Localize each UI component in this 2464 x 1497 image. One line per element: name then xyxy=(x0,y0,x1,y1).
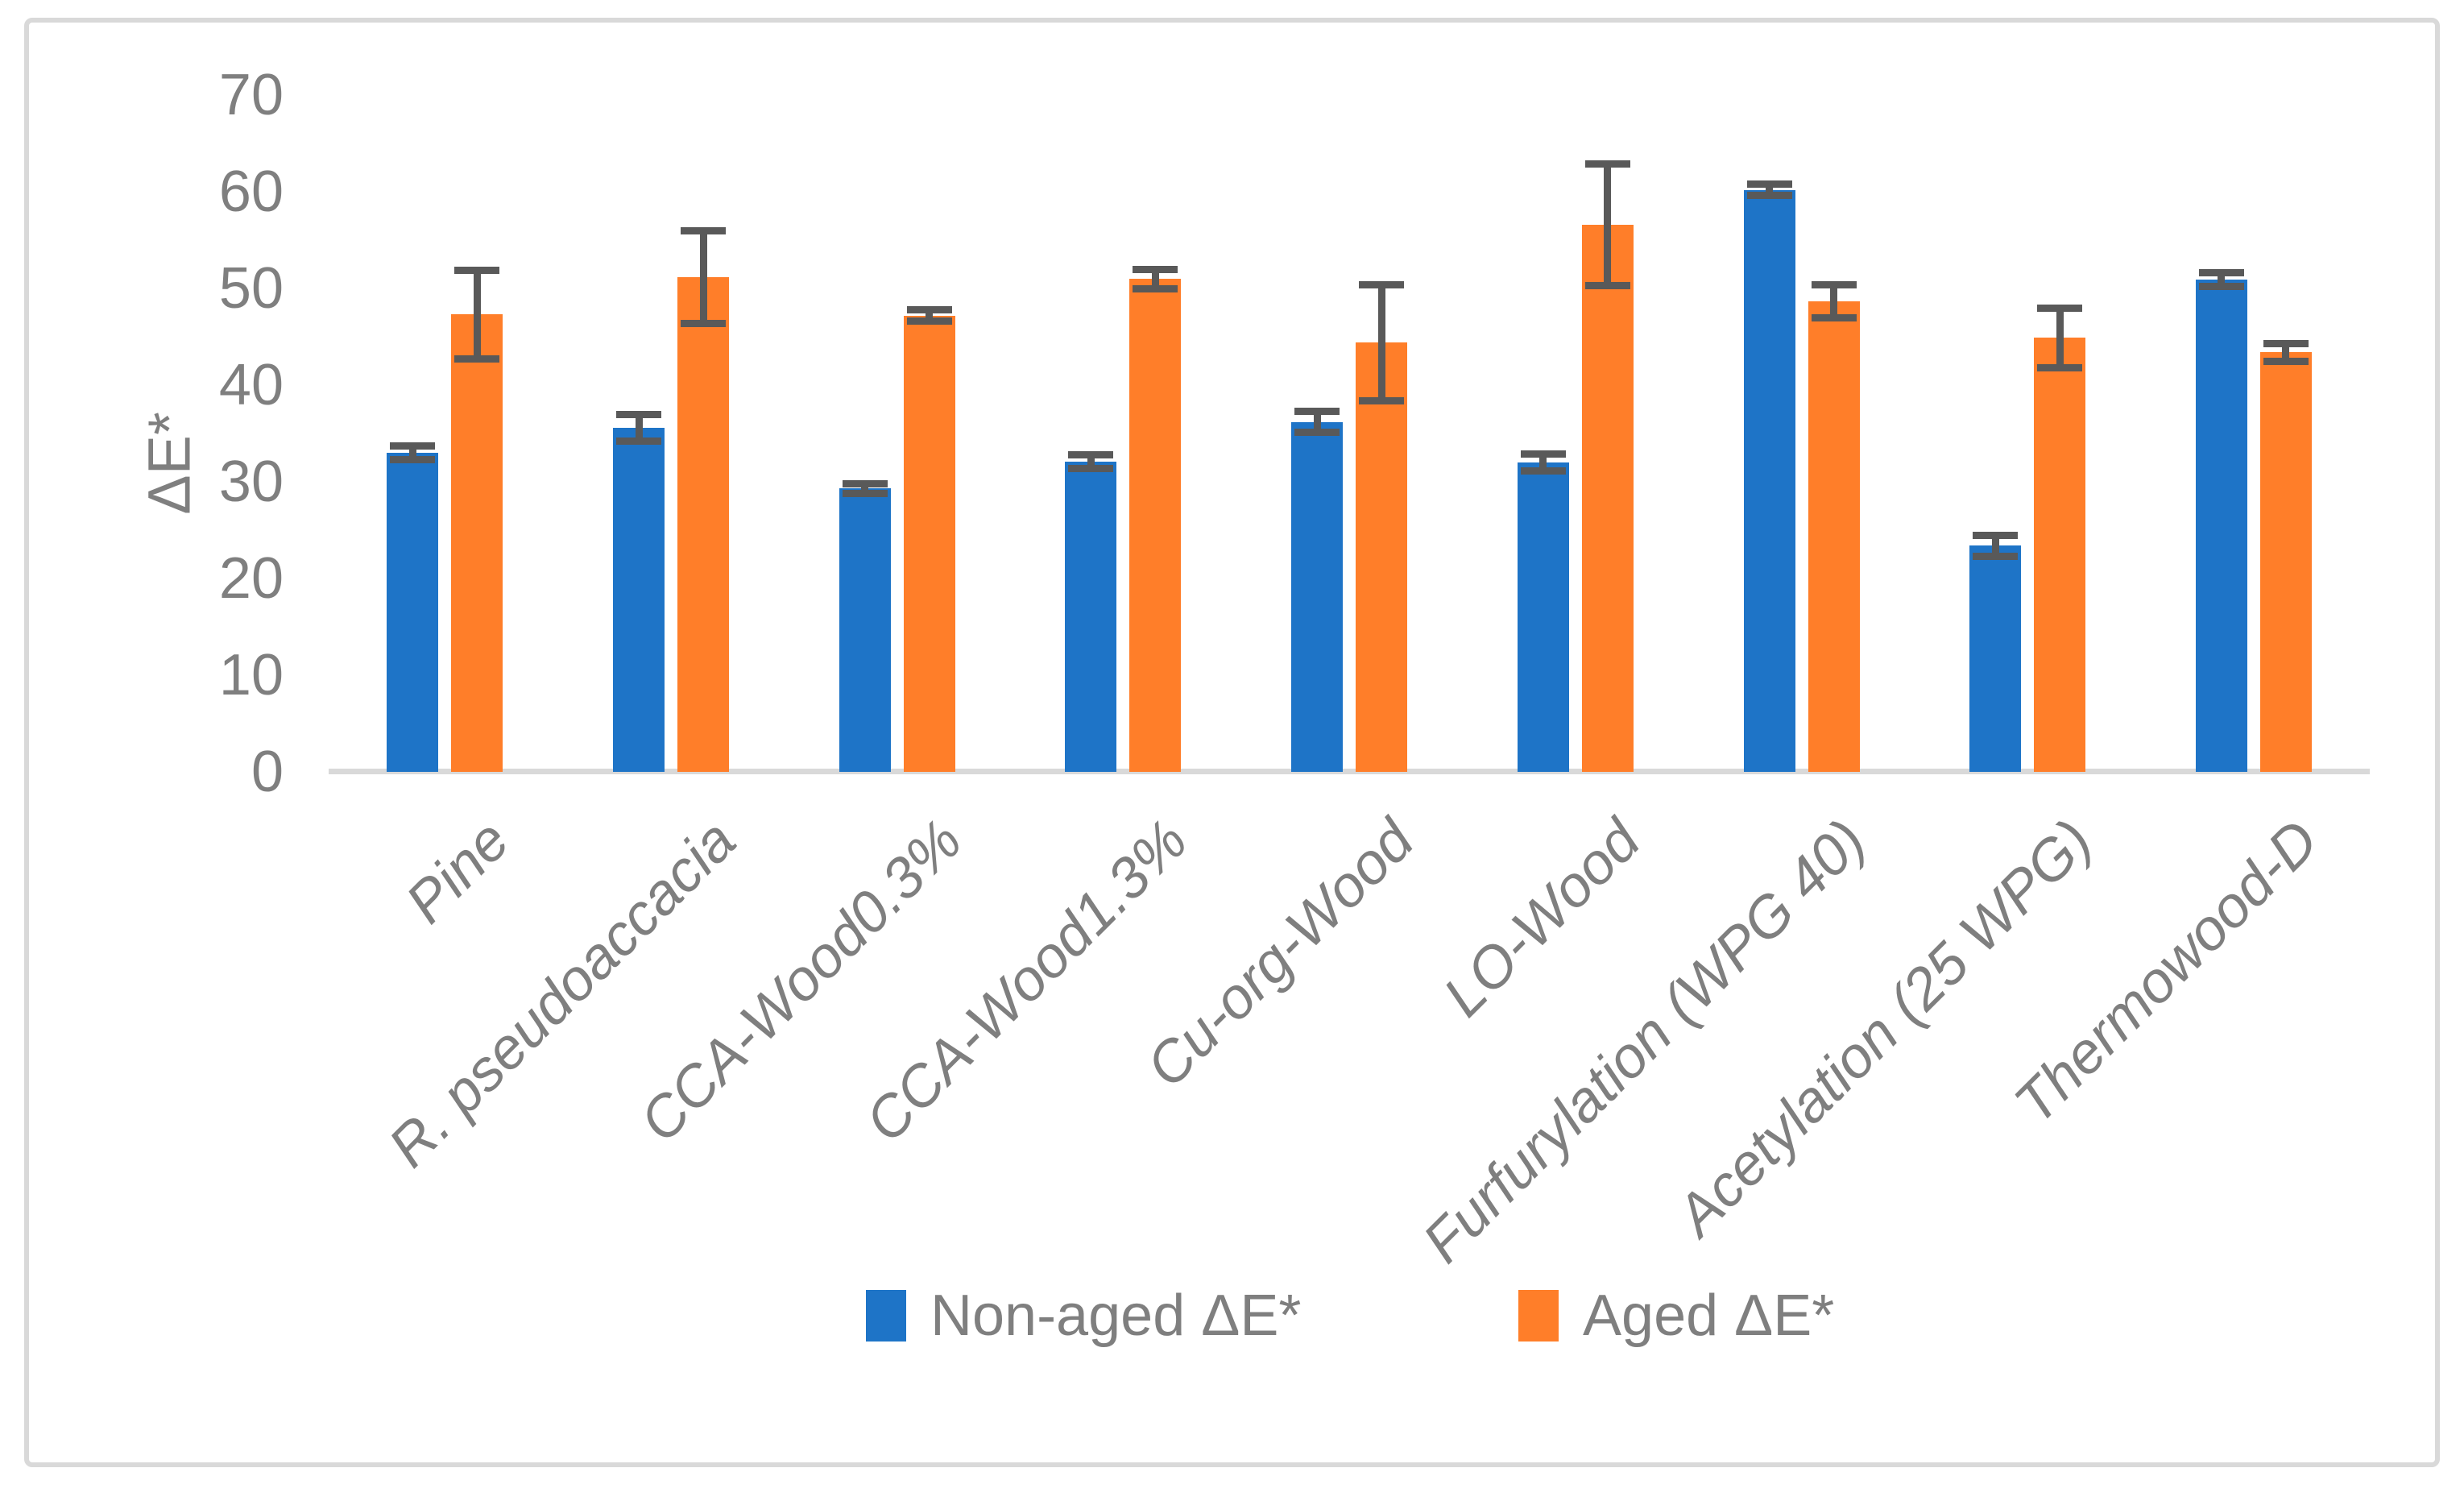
error-cap-bottom-0-8 xyxy=(2198,283,2244,291)
error-line-1-2 xyxy=(926,309,934,321)
legend-label-aged: Aged ΔE* xyxy=(1583,1283,1835,1348)
error-cap-bottom-0-6 xyxy=(1746,192,1792,200)
error-line-1-4 xyxy=(1377,284,1385,401)
error-cap-top-0-8 xyxy=(2198,269,2244,277)
error-cap-bottom-1-8 xyxy=(2263,357,2309,365)
error-cap-bottom-0-0 xyxy=(390,455,436,463)
error-line-1-3 xyxy=(1151,269,1159,288)
error-cap-top-1-8 xyxy=(2263,339,2309,347)
bar-aged-1 xyxy=(677,276,730,772)
error-cap-top-1-6 xyxy=(1811,280,1857,288)
y-tick-label-0: 0 xyxy=(251,740,284,804)
error-cap-bottom-1-7 xyxy=(2037,363,2083,371)
error-cap-top-0-4 xyxy=(1294,407,1340,415)
error-cap-bottom-0-3 xyxy=(1068,464,1114,472)
error-line-0-1 xyxy=(635,414,643,442)
error-line-1-6 xyxy=(1830,284,1838,317)
legend-swatch-aged xyxy=(1518,1290,1559,1341)
error-line-0-3 xyxy=(1087,454,1095,469)
error-cap-bottom-1-3 xyxy=(1133,284,1178,292)
bar-aged-4 xyxy=(1356,342,1408,772)
bar-non-aged-0 xyxy=(387,453,439,772)
error-cap-bottom-0-4 xyxy=(1294,429,1340,437)
bar-aged-3 xyxy=(1129,279,1182,772)
error-line-0-2 xyxy=(861,483,869,494)
bar-non-aged-2 xyxy=(839,488,891,772)
error-cap-top-0-7 xyxy=(1973,531,2019,539)
bar-non-aged-4 xyxy=(1291,421,1344,772)
bar-aged-0 xyxy=(451,314,503,772)
error-line-0-7 xyxy=(1991,535,1999,557)
bar-aged-6 xyxy=(1808,301,1860,772)
error-cap-bottom-0-2 xyxy=(842,489,888,497)
error-line-1-0 xyxy=(473,270,481,359)
error-cap-top-0-1 xyxy=(616,410,662,418)
bar-non-aged-7 xyxy=(1969,545,2022,772)
error-line-1-8 xyxy=(2282,343,2290,361)
legend-item-non-aged: Non-aged ΔE* xyxy=(866,1283,1301,1349)
bar-aged-7 xyxy=(2034,338,2086,772)
error-cap-bottom-1-2 xyxy=(906,317,952,326)
x-category-label-6: Furfurylation (WPG 40) xyxy=(1410,807,1878,1275)
legend-item-aged: Aged ΔE* xyxy=(1518,1283,1834,1349)
error-line-0-4 xyxy=(1313,411,1321,433)
error-cap-bottom-0-5 xyxy=(1520,467,1566,475)
error-line-0-0 xyxy=(408,446,416,460)
error-cap-top-0-5 xyxy=(1520,450,1566,458)
legend-swatch-non-aged xyxy=(866,1290,906,1341)
y-tick-label-40: 40 xyxy=(218,353,284,417)
x-category-label-5: LO-Wood xyxy=(1431,807,1653,1030)
error-line-0-6 xyxy=(1766,184,1774,196)
legend-label-non-aged: Non-aged ΔE* xyxy=(930,1283,1302,1348)
error-cap-top-0-0 xyxy=(390,442,436,450)
x-category-label-0: Pine xyxy=(394,807,522,936)
error-cap-top-0-2 xyxy=(842,479,888,487)
error-cap-top-1-3 xyxy=(1133,265,1178,273)
y-tick-label-50: 50 xyxy=(218,256,284,321)
error-line-1-5 xyxy=(1604,164,1612,286)
x-axis-line xyxy=(329,769,2371,774)
error-cap-top-0-3 xyxy=(1068,450,1114,458)
error-cap-top-1-0 xyxy=(454,266,500,274)
error-cap-bottom-1-6 xyxy=(1811,313,1857,321)
error-cap-top-1-1 xyxy=(681,226,727,234)
y-tick-label-20: 20 xyxy=(218,546,284,611)
error-cap-bottom-1-1 xyxy=(681,319,727,327)
error-cap-bottom-1-5 xyxy=(1584,281,1630,289)
error-cap-bottom-1-4 xyxy=(1359,396,1405,404)
y-tick-label-60: 60 xyxy=(218,160,284,224)
error-line-0-5 xyxy=(1539,454,1547,471)
error-line-1-7 xyxy=(2056,308,2064,368)
bar-aged-5 xyxy=(1581,224,1634,772)
error-cap-bottom-1-0 xyxy=(454,355,500,363)
bar-non-aged-5 xyxy=(1517,462,1569,772)
bar-non-aged-8 xyxy=(2195,280,2247,772)
error-cap-top-1-4 xyxy=(1359,280,1405,288)
y-tick-label-10: 10 xyxy=(218,643,284,707)
error-cap-top-0-6 xyxy=(1746,180,1792,188)
x-category-label-7: Acetylation (25 WPG) xyxy=(1664,807,2105,1248)
bar-non-aged-3 xyxy=(1065,461,1117,772)
bar-aged-8 xyxy=(2259,352,2312,772)
bar-aged-2 xyxy=(903,315,955,772)
y-tick-label-70: 70 xyxy=(218,63,284,127)
error-cap-top-1-7 xyxy=(2037,304,2083,312)
y-tick-label-30: 30 xyxy=(218,450,284,514)
error-cap-top-1-5 xyxy=(1584,160,1630,168)
error-line-0-8 xyxy=(2218,272,2226,287)
error-cap-bottom-0-1 xyxy=(616,437,662,446)
bar-non-aged-1 xyxy=(613,427,665,772)
error-line-1-1 xyxy=(699,230,707,324)
error-cap-bottom-0-7 xyxy=(1973,552,2019,560)
error-cap-top-1-2 xyxy=(906,305,952,313)
bar-non-aged-6 xyxy=(1743,189,1795,772)
